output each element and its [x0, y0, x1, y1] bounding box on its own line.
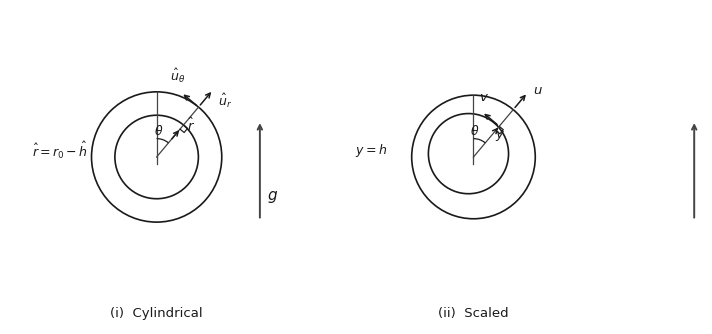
- Text: $g$: $g$: [267, 189, 278, 205]
- Text: (ii)  Scaled: (ii) Scaled: [438, 308, 509, 320]
- Text: $v$: $v$: [478, 91, 488, 104]
- Text: $\hat{r} = r_0 - \hat{h}$: $\hat{r} = r_0 - \hat{h}$: [32, 140, 88, 161]
- Text: $\theta$: $\theta$: [154, 124, 163, 138]
- Text: $\theta$: $\theta$: [471, 124, 480, 138]
- Text: $y$: $y$: [495, 129, 506, 143]
- Text: $\hat{u}_\theta$: $\hat{u}_\theta$: [170, 67, 185, 85]
- Text: $y = h$: $y = h$: [355, 142, 387, 159]
- Text: (i)  Cylindrical: (i) Cylindrical: [110, 308, 203, 320]
- Text: $\hat{r}$: $\hat{r}$: [187, 117, 195, 134]
- Text: $u$: $u$: [533, 84, 543, 97]
- Text: $\hat{u}_r$: $\hat{u}_r$: [218, 92, 232, 110]
